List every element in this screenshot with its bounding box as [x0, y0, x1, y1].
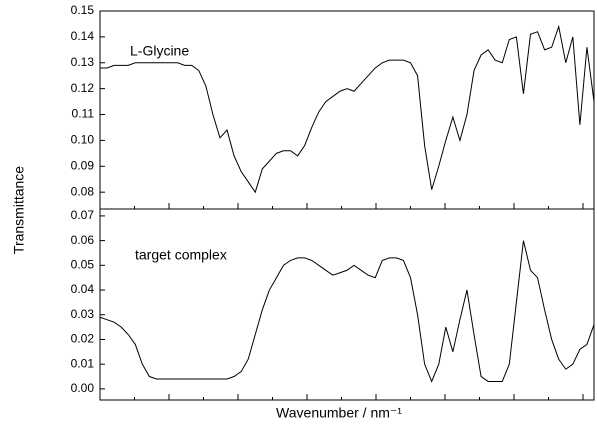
y-tick-label: 0.11	[72, 107, 95, 121]
y-tick-label: 0.12	[71, 81, 95, 95]
annotation: L-Glycine	[130, 43, 189, 59]
x-axis-label: Wavenumber / nm⁻¹	[276, 405, 402, 421]
y-tick-label: 0.10	[71, 133, 95, 147]
y-tick-label: 0.02	[71, 332, 95, 346]
y-tick-label: 0.07	[71, 208, 95, 222]
y-tick-label: 0.09	[71, 158, 95, 172]
y-tick-label: 0.01	[71, 356, 95, 370]
spectrum-line	[99, 240, 595, 383]
y-tick-label: 0.05	[71, 258, 95, 272]
y-tick-label: 0.00	[71, 381, 95, 395]
y-tick-label: 0.08	[71, 184, 95, 198]
y-tick-label: 0.06	[71, 233, 95, 247]
spectrum-line	[100, 24, 595, 194]
y-tick-label: 0.03	[71, 307, 95, 321]
annotation: target complex	[135, 247, 227, 263]
y-tick-label: 0.13	[71, 55, 95, 69]
y-tick-label: 0.04	[71, 282, 95, 296]
y-tick-label: 0.15	[71, 3, 95, 17]
y-tick-label: 0.14	[71, 29, 95, 43]
y-axis-label: Transmittance	[11, 166, 27, 254]
